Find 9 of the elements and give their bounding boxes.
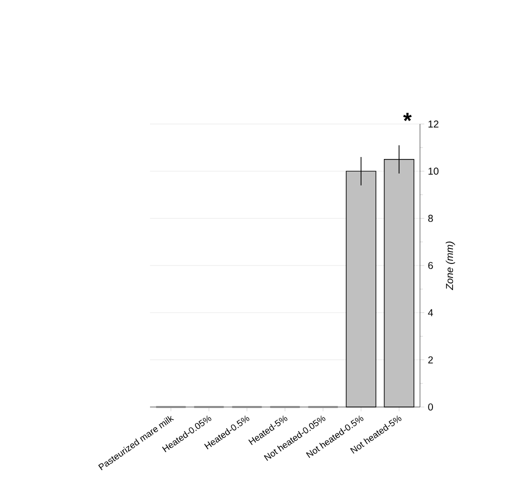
y-tick-label: 2 — [428, 356, 433, 364]
y-tick-label: 10 — [428, 168, 438, 175]
y-tick-label: 8 — [428, 214, 433, 222]
y-axis-title: Zone (mm) — [446, 242, 456, 290]
y-tick-label: 12 — [428, 120, 438, 128]
y-tick-label: 4 — [428, 309, 434, 316]
y-tick-label: 6 — [428, 262, 433, 270]
text: * — [403, 112, 412, 122]
y-tick-label: 0 — [428, 403, 433, 411]
